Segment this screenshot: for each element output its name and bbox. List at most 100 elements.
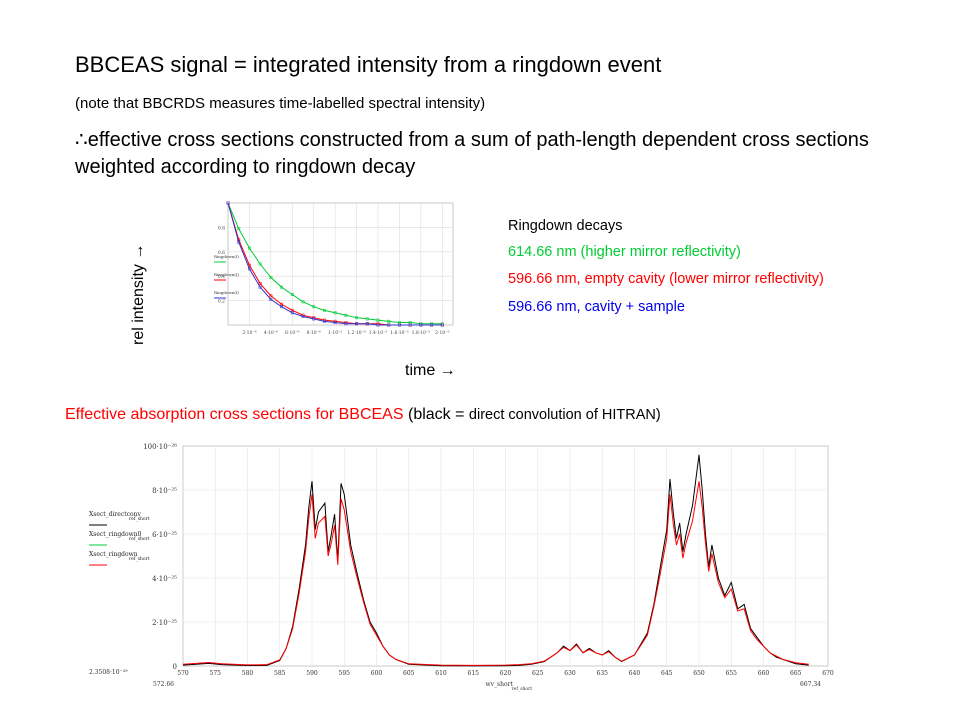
ringdown-x-tick-label: 2·10⁻⁵	[435, 330, 449, 336]
xsect-x-tick-label: 645	[661, 670, 673, 677]
slide-body: ∴effective cross sections constructed fr…	[75, 129, 869, 178]
xsect-x-tick-label: 655	[726, 670, 738, 677]
xsect-x-tick-label: 605	[403, 670, 415, 677]
xsect-y-bottom-label: 2.3508·10⁻²⁹	[89, 669, 128, 676]
ringdown-data-point	[344, 322, 348, 326]
ringdown-data-point	[258, 262, 262, 266]
ringdown-data-point	[247, 246, 251, 250]
ringdown-series-line	[227, 202, 443, 325]
ringdown-legend-label: Ringdown(I)	[214, 272, 240, 277]
xsect-y-tick-label: 0	[173, 663, 177, 671]
caption-small: direct convolution of HITRAN)	[468, 407, 661, 423]
xsect-series-line	[182, 454, 809, 667]
ringdown-data-point	[301, 315, 305, 318]
xsect-x-right-label: 667.34	[800, 681, 821, 688]
ringdown-data-point	[258, 282, 262, 285]
xsect-x-tick-label: 660	[758, 670, 770, 677]
ringdown-x-tick-label: 4·10⁻⁶	[264, 330, 278, 336]
ringdown-data-point	[376, 323, 380, 327]
ringdown-data-point	[322, 308, 326, 312]
xsect-x-tick-label: 630	[564, 670, 576, 677]
xsect-x-tick-label: 625	[532, 670, 544, 677]
ringdown-data-point	[301, 300, 305, 304]
ringdown-y-tick-label: 0.8	[218, 225, 225, 231]
slide-title: BBCEAS signal = integrated intensity fro…	[75, 52, 662, 77]
xsect-xlabel-sub: ref_short	[512, 686, 533, 692]
ringdown-data-point	[312, 317, 316, 321]
caption-black: black =	[413, 406, 469, 423]
ringdown-x-tick-label: 1.2·10⁻⁵	[347, 330, 366, 336]
ringdown-data-point	[269, 275, 273, 279]
xsect-legend-label: Xsect_directconv	[89, 511, 141, 518]
slide-note: (note that BBCRDS measures time-labelled…	[75, 95, 486, 112]
ringdown-data-point	[355, 316, 359, 320]
ringdown-x-tick-label: 1.4·10⁻⁵	[369, 330, 388, 336]
xsect-y-tick-label: 4·10⁻²⁵	[152, 575, 177, 583]
xsect-x-tick-label: 590	[306, 670, 318, 677]
xsect-x-tick-label: 570	[177, 670, 189, 677]
xsect-y-tick-label: 2·10⁻²⁵	[152, 619, 177, 627]
cross-section-caption: Effective absorption cross sections for …	[65, 406, 661, 424]
decay-line-green: 614.66 nm (higher mirror reflectivity)	[508, 244, 741, 260]
ringdown-data-point	[387, 319, 391, 323]
caption-red-text: Effective absorption cross sections for …	[65, 406, 404, 423]
xsect-x-tick-label: 575	[210, 670, 222, 677]
ringdown-x-tick-label: 2·10⁻⁶	[242, 330, 256, 336]
decay-line-blue: 596.66 nm, cavity + sample	[508, 299, 685, 315]
ringdown-data-point	[226, 201, 230, 205]
ringdown-data-point	[312, 305, 316, 309]
ringdown-data-point	[440, 323, 444, 327]
ringdown-data-point	[408, 323, 412, 327]
xsect-y-tick-label: 8·10⁻²⁵	[152, 487, 177, 495]
xsect-legend-sub: ref_short	[129, 536, 150, 542]
xsect-legend-sub: ref_short	[129, 516, 150, 522]
ringdown-data-point	[387, 323, 391, 327]
ringdown-xlabel: time →	[405, 362, 456, 379]
ringdown-legend-label: Ringdown(I)	[214, 254, 240, 259]
xsect-x-tick-label: 595	[339, 670, 351, 677]
xsect-legend-label: Xsect_ringdown	[89, 551, 138, 558]
ringdown-data-point	[237, 227, 241, 231]
ringdown-data-point	[290, 311, 294, 315]
xsect-x-tick-label: 620	[500, 670, 512, 677]
xsect-y-tick-label: 6·10⁻²⁵	[152, 531, 177, 539]
ringdown-x-tick-label: 1·10⁻⁵	[328, 330, 342, 336]
xsect-x-tick-label: 665	[790, 670, 802, 677]
ringdown-data-point	[397, 323, 401, 327]
ringdown-plot-frame	[227, 202, 454, 326]
ringdown-data-point	[258, 285, 262, 289]
decay-line-red: 596.66 nm, empty cavity (lower mirror re…	[508, 271, 824, 287]
cross-section-chart: 570 575 580 585 590 595 600 605 610 615 620 625 630 6…	[89, 443, 834, 692]
ringdown-data-point	[290, 293, 294, 296]
ringdown-data-point	[365, 322, 369, 326]
ringdown-data-point	[333, 321, 337, 325]
xsect-x-tick-label: 580	[242, 670, 254, 677]
xsect-x-tick-label: 585	[274, 670, 286, 677]
ringdown-chart: 2·10⁻⁶ 4·10⁻⁶ 6·10⁻⁶ 8·10⁻⁶ 1·10⁻⁵ 1.2·10⁻⁵ 1.…	[214, 201, 454, 336]
ringdown-x-tick-label: 6·10⁻⁶	[285, 330, 299, 336]
decays-heading: Ringdown decays	[508, 218, 623, 234]
ringdown-data-point	[355, 322, 359, 326]
xsect-x-tick-label: 600	[371, 670, 383, 677]
ringdown-series-line	[227, 202, 443, 326]
xsect-legend-sub: ref_short	[129, 556, 150, 562]
xsect-legend-label: Xsect_ringdown0	[89, 531, 142, 538]
ringdown-x-tick-label: 1.6·10⁻⁵	[390, 330, 409, 336]
ringdown-data-point	[280, 285, 284, 289]
ringdown-data-point	[247, 267, 251, 271]
xsect-x-left-label: 572.66	[153, 681, 174, 688]
ringdown-data-point	[344, 313, 348, 317]
xsect-xlabel: wv_short	[486, 681, 514, 688]
ringdown-y-tick-label: 0.2	[218, 299, 225, 305]
xsect-x-tick-label: 640	[629, 670, 641, 677]
xsect-x-tick-label: 670	[822, 670, 834, 677]
xsect-y-tick-label: 100·10⁻²⁶	[143, 443, 177, 451]
caption-open: (	[403, 406, 414, 423]
ringdown-data-point	[419, 323, 423, 327]
ringdown-data-point	[280, 305, 284, 309]
xsect-series-line	[182, 481, 809, 666]
ringdown-ylabel: rel intensity →	[130, 243, 147, 345]
ringdown-data-point	[365, 317, 369, 321]
ringdown-x-tick-label: 1.8·10⁻⁵	[412, 330, 431, 336]
ringdown-x-tick-label: 8·10⁻⁶	[307, 330, 321, 336]
